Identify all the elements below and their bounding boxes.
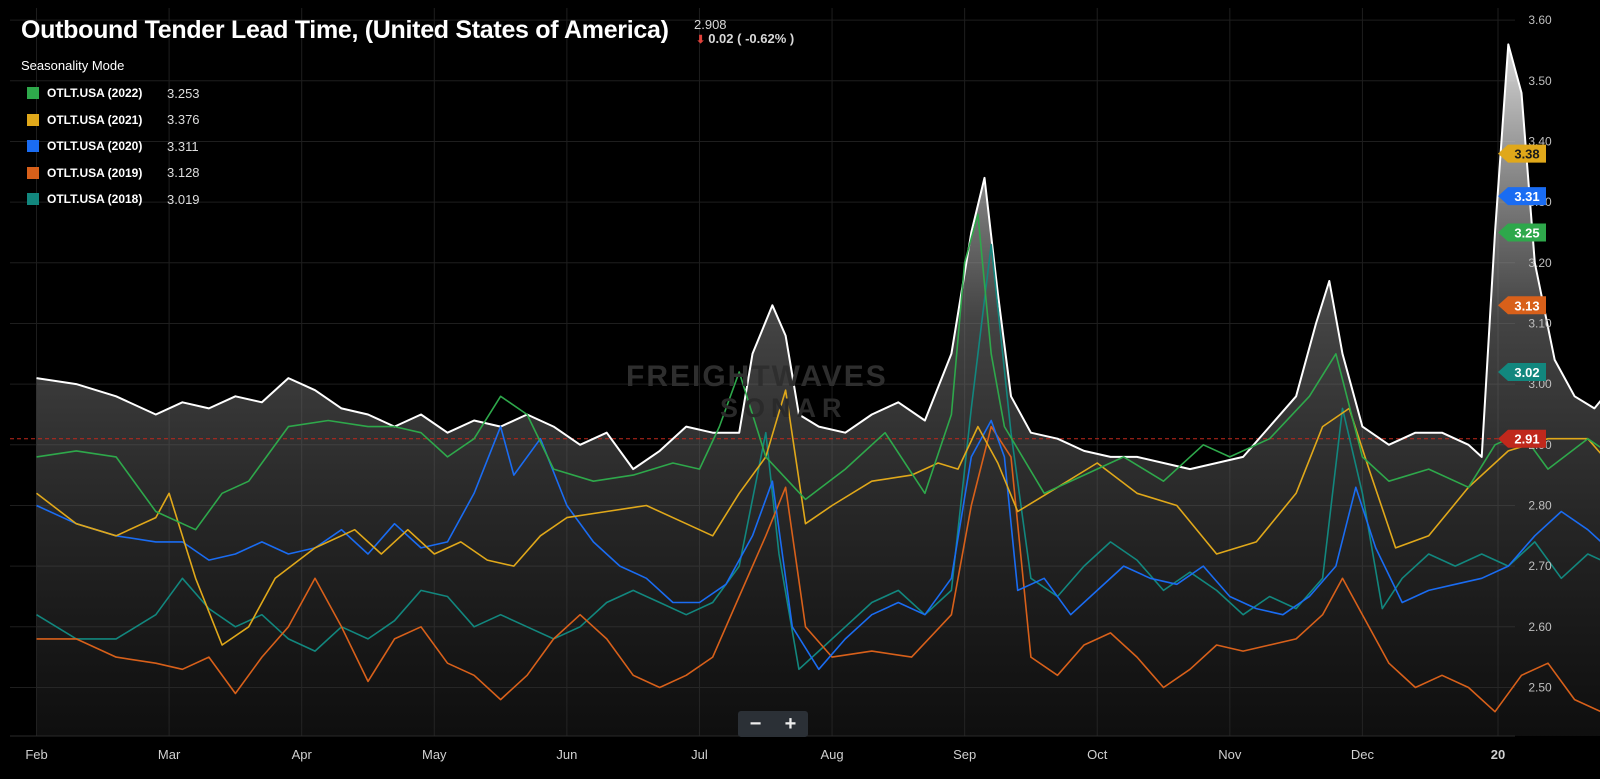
value-marker-y2021: 3.38 bbox=[1498, 144, 1546, 163]
current-area bbox=[36, 44, 1600, 736]
value-marker-y2022: 3.25 bbox=[1498, 223, 1546, 242]
zoom-controls: − + bbox=[738, 711, 808, 737]
legend-series-value: 3.019 bbox=[167, 191, 200, 207]
series-line-y2019[interactable] bbox=[36, 51, 1600, 713]
legend-series-name: OTLT.USA (2018) bbox=[47, 192, 143, 207]
value-marker-y2020: 3.31 bbox=[1498, 187, 1546, 206]
legend-series-name: OTLT.USA (2022) bbox=[47, 86, 143, 101]
legend-swatch bbox=[27, 113, 39, 126]
y-tick-label: 2.70 bbox=[1528, 559, 1552, 573]
x-tick-label: Jul bbox=[691, 747, 708, 762]
zoom-out-button[interactable]: − bbox=[749, 713, 762, 735]
y-tick-label: 3.50 bbox=[1528, 74, 1552, 88]
x-tick-label: Apr bbox=[292, 747, 313, 762]
x-tick-label: Sep bbox=[953, 747, 976, 762]
change-value: ⬇ 0.02 ( -0.62% ) bbox=[696, 31, 794, 46]
legend-series-name: OTLT.USA (2019) bbox=[47, 165, 143, 180]
legend-swatch bbox=[27, 193, 39, 206]
x-tick-label: May bbox=[422, 747, 447, 762]
value-marker-label: 3.02 bbox=[1514, 365, 1539, 380]
value-markers: 3.25 3.38 3.31 3.13 3.02 2.91 bbox=[1498, 144, 1546, 448]
series-line-y2020[interactable] bbox=[36, 69, 1600, 671]
last-value: 2.908 bbox=[694, 17, 727, 32]
series-lines bbox=[36, 26, 1600, 713]
y-tick-label: 3.20 bbox=[1528, 256, 1552, 270]
legend-swatch bbox=[27, 87, 39, 100]
x-tick-label: Mar bbox=[158, 747, 181, 762]
legend-series-value: 3.376 bbox=[167, 112, 200, 128]
legend-item[interactable]: OTLT.USA (2020) 3.311 bbox=[27, 133, 200, 160]
value-marker-label: 3.25 bbox=[1514, 225, 1539, 240]
value-marker-label: 3.31 bbox=[1514, 189, 1539, 204]
legend-item[interactable]: OTLT.USA (2018) 3.019 bbox=[27, 186, 200, 213]
change-text: 0.02 ( -0.62% ) bbox=[708, 31, 795, 46]
value-marker-label: 3.38 bbox=[1514, 147, 1539, 162]
zoom-in-button[interactable]: + bbox=[784, 713, 797, 735]
legend-series-name: OTLT.USA (2020) bbox=[47, 139, 143, 154]
legend-item[interactable]: OTLT.USA (2019) 3.128 bbox=[27, 160, 200, 187]
legend: OTLT.USA (2022) 3.253 OTLT.USA (2021) 3.376… bbox=[27, 80, 200, 213]
chart-title: Outbound Tender Lead Time, (United State… bbox=[21, 16, 669, 44]
legend-series-name: OTLT.USA (2021) bbox=[47, 112, 143, 127]
series-line-current[interactable] bbox=[36, 43, 1600, 471]
y-tick-label: 3.60 bbox=[1528, 13, 1552, 27]
legend-item[interactable]: OTLT.USA (2022) 3.253 bbox=[27, 80, 200, 107]
legend-series-value: 3.128 bbox=[167, 165, 200, 181]
x-tick-label: Dec bbox=[1351, 747, 1375, 762]
series-line-y2022[interactable] bbox=[36, 57, 1600, 531]
value-marker-y2018: 3.02 bbox=[1498, 363, 1546, 381]
value-marker-label: 3.13 bbox=[1514, 298, 1539, 313]
series-line-y2021[interactable] bbox=[36, 26, 1600, 646]
legend-series-value: 3.311 bbox=[167, 138, 199, 154]
y-tick-label: 3.10 bbox=[1528, 316, 1552, 330]
x-tick-label: Jun bbox=[556, 747, 577, 762]
legend-swatch bbox=[27, 140, 39, 153]
legend-swatch bbox=[27, 166, 39, 179]
seasonality-mode-label: Seasonality Mode bbox=[21, 58, 125, 73]
current-series-area bbox=[36, 44, 1600, 736]
down-arrow-icon: ⬇ bbox=[696, 34, 706, 46]
value-marker-current: 2.91 bbox=[1498, 429, 1546, 448]
series-line-y2018[interactable] bbox=[36, 44, 1600, 671]
x-tick-label: 20 bbox=[1491, 747, 1505, 762]
value-marker-label: 2.91 bbox=[1514, 432, 1539, 447]
x-tick-label: Feb bbox=[25, 747, 47, 762]
legend-item[interactable]: OTLT.USA (2021) 3.376 bbox=[27, 107, 200, 134]
y-tick-label: 2.80 bbox=[1528, 498, 1552, 512]
x-tick-label: Nov bbox=[1218, 747, 1242, 762]
y-tick-label: 2.60 bbox=[1528, 620, 1552, 634]
x-tick-label: Aug bbox=[820, 747, 843, 762]
legend-series-value: 3.253 bbox=[167, 85, 200, 101]
x-axis: Feb Mar Apr May Jun Jul Aug Sep Oct Nov Dec 20 bbox=[10, 735, 1515, 762]
x-tick-label: Oct bbox=[1087, 747, 1108, 762]
value-marker-y2019: 3.13 bbox=[1498, 296, 1546, 315]
y-tick-label: 2.50 bbox=[1528, 680, 1552, 694]
